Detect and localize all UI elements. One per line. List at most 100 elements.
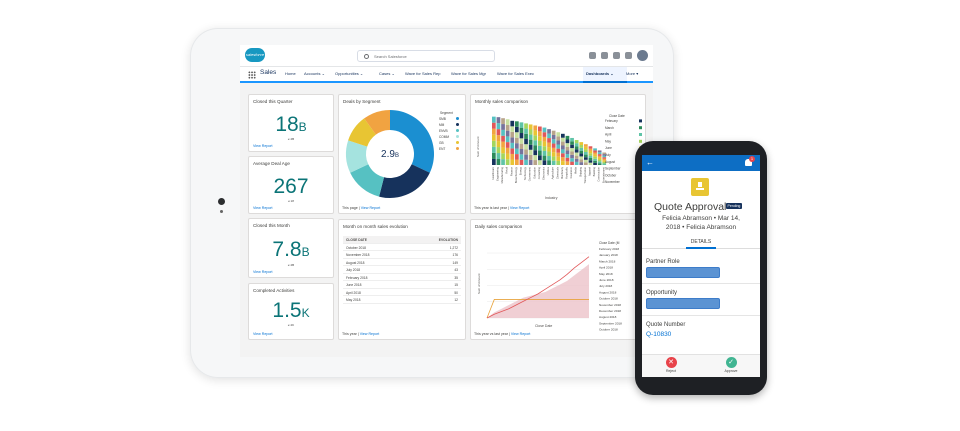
bar-segment[interactable]: [570, 158, 574, 162]
bar-segment[interactable]: [505, 142, 510, 148]
bar-segment[interactable]: [584, 154, 588, 158]
bar-segment[interactable]: [528, 134, 533, 140]
tab-details[interactable]: DETAILS: [642, 237, 760, 249]
bar-segment[interactable]: [565, 150, 570, 155]
bar-segment[interactable]: [556, 140, 561, 145]
bar-segment[interactable]: [501, 153, 505, 160]
bar-segment[interactable]: [496, 123, 501, 130]
bar-segment[interactable]: [584, 152, 588, 155]
bar-segment[interactable]: [574, 161, 579, 165]
bar-segment[interactable]: [588, 153, 593, 156]
nav-more[interactable]: More ▾: [626, 71, 639, 76]
bar-segment[interactable]: [515, 132, 519, 138]
bar-segment[interactable]: [542, 146, 547, 151]
table-row[interactable]: October 2018 1,272: [343, 244, 461, 251]
bar-segment[interactable]: [574, 158, 579, 162]
bar-segment[interactable]: [501, 135, 505, 142]
bar-segment[interactable]: [515, 148, 519, 155]
bar-segment[interactable]: [551, 160, 556, 165]
bar-segment[interactable]: [542, 127, 547, 133]
bar-segment[interactable]: [519, 154, 524, 160]
bar-segment[interactable]: [565, 135, 570, 140]
bar-segment[interactable]: [551, 156, 556, 161]
bar-segment[interactable]: [519, 122, 524, 128]
bar-segment[interactable]: [538, 140, 542, 146]
bar-segment[interactable]: [574, 140, 579, 144]
bar-segment[interactable]: [538, 155, 542, 161]
partner-role-field[interactable]: [646, 267, 720, 278]
table-row[interactable]: July 2018 43: [343, 266, 461, 274]
bar-segment[interactable]: [519, 127, 524, 134]
bar-segment[interactable]: [492, 128, 496, 135]
salesforce-logo[interactable]: salesforce: [245, 48, 265, 62]
bar-segment[interactable]: [579, 150, 584, 154]
bar-segment[interactable]: [597, 155, 602, 158]
donut-slice-envb[interactable]: [350, 164, 385, 197]
bar-segment[interactable]: [501, 159, 505, 165]
bar-segment[interactable]: [570, 161, 574, 165]
bar-segment[interactable]: [584, 162, 588, 165]
bar-segment[interactable]: [602, 161, 607, 164]
bar-segment[interactable]: [556, 152, 561, 157]
bar-segment[interactable]: [597, 152, 602, 155]
bar-segment[interactable]: [538, 160, 542, 165]
bar-segment[interactable]: [556, 144, 561, 149]
bar-segment[interactable]: [528, 149, 533, 155]
bar-segment[interactable]: [593, 150, 597, 153]
help-icon[interactable]: [601, 52, 608, 59]
bar-segment[interactable]: [524, 128, 528, 134]
bar-segment[interactable]: [602, 157, 607, 159]
bar-segment[interactable]: [528, 124, 533, 130]
bar-segment[interactable]: [574, 143, 579, 147]
bar-segment[interactable]: [501, 118, 505, 125]
bar-segment[interactable]: [524, 149, 528, 155]
donut-slice-comm[interactable]: [346, 140, 369, 173]
table-row[interactable]: February 2018 35: [343, 274, 461, 281]
bar-segment[interactable]: [496, 159, 501, 165]
bar-segment[interactable]: [574, 149, 579, 153]
bar-segment[interactable]: [519, 159, 524, 165]
bar-segment[interactable]: [556, 160, 561, 165]
bar-segment[interactable]: [584, 149, 588, 152]
bar-segment[interactable]: [584, 144, 588, 147]
bar-segment[interactable]: [533, 150, 538, 156]
bar-segment[interactable]: [501, 129, 505, 136]
bar-segment[interactable]: [593, 160, 597, 163]
bar-segment[interactable]: [515, 121, 519, 127]
bar-segment[interactable]: [505, 130, 510, 137]
bar-segment[interactable]: [565, 154, 570, 158]
view-report-link[interactable]: View Report: [253, 206, 273, 210]
bar-segment[interactable]: [547, 160, 551, 165]
bar-segment[interactable]: [579, 142, 584, 145]
bar-segment[interactable]: [602, 154, 607, 156]
bar-segment[interactable]: [524, 159, 528, 165]
bar-segment[interactable]: [533, 135, 538, 141]
line-series-this-year[interactable]: [486, 256, 590, 319]
table-row[interactable]: November 2018 176: [343, 251, 461, 259]
bar-segment[interactable]: [542, 160, 547, 165]
bar-segment[interactable]: [561, 145, 565, 150]
bar-segment[interactable]: [570, 141, 574, 145]
bar-segment[interactable]: [565, 146, 570, 151]
bar-segment[interactable]: [597, 157, 602, 160]
bar-segment[interactable]: [533, 130, 538, 136]
bar-segment[interactable]: [542, 141, 547, 147]
bar-segment[interactable]: [533, 155, 538, 161]
bar-segment[interactable]: [588, 150, 593, 154]
donut-slice-mm[interactable]: [379, 164, 430, 198]
bar-segment[interactable]: [515, 137, 519, 144]
donut-slice-gb[interactable]: [348, 118, 376, 147]
bar-segment[interactable]: [551, 152, 556, 157]
bar-segment[interactable]: [547, 129, 551, 134]
bar-segment[interactable]: [602, 152, 607, 155]
nav-home[interactable]: Home: [285, 71, 296, 76]
bar-segment[interactable]: [524, 133, 528, 139]
bar-segment[interactable]: [602, 158, 607, 161]
bar-segment[interactable]: [593, 158, 597, 161]
bar-segment[interactable]: [501, 124, 505, 130]
bar-segment[interactable]: [533, 125, 538, 131]
bar-segment[interactable]: [538, 126, 542, 132]
area-series-last-year[interactable]: [487, 264, 589, 318]
view-report-link[interactable]: View Report: [360, 206, 381, 210]
bar-segment[interactable]: [515, 159, 519, 165]
